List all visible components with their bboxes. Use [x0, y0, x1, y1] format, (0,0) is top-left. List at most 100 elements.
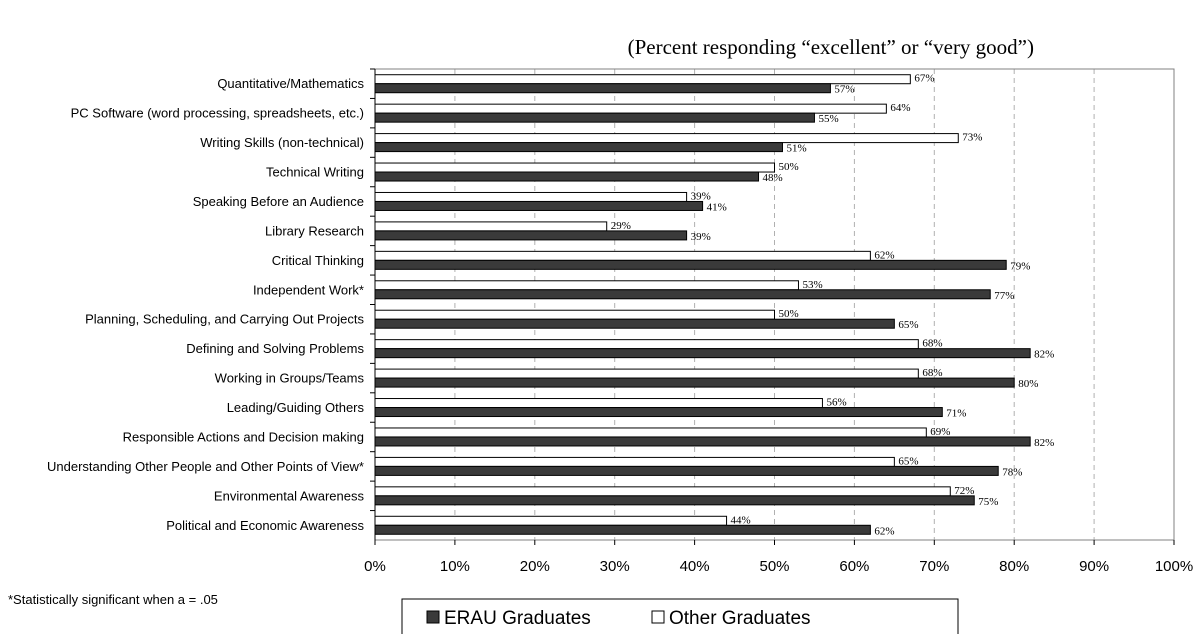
bar-other-graduates	[374, 191, 688, 202]
x-tick-label: 80%	[999, 558, 1029, 575]
data-label-erau: 80%	[1018, 378, 1038, 390]
bar-erau-graduates	[374, 289, 991, 300]
data-label-other: 56%	[826, 397, 846, 409]
data-label-other: 65%	[898, 455, 918, 467]
category-label: Working in Groups/Teams	[215, 371, 365, 386]
data-label-erau: 41%	[707, 201, 727, 213]
bar-erau-graduates	[374, 495, 975, 506]
bar-erau-graduates	[374, 112, 815, 123]
category-label: Defining and Solving Problems	[186, 341, 364, 356]
data-label-other: 69%	[930, 426, 950, 438]
data-label-erau: 71%	[946, 408, 966, 420]
category-label: Political and Economic Awareness	[166, 518, 364, 533]
data-label-erau: 77%	[994, 290, 1014, 302]
data-label-erau: 55%	[818, 113, 838, 125]
legend: ERAU Graduates Other Graduates	[401, 598, 959, 634]
bar-other-graduates	[374, 427, 927, 438]
bar-other-graduates	[374, 368, 919, 379]
bar-erau-graduates	[374, 171, 760, 182]
bar-other-graduates	[374, 398, 823, 409]
category-label: Library Research	[265, 223, 364, 238]
data-label-erau: 82%	[1034, 437, 1054, 449]
bar-other-graduates	[374, 339, 919, 350]
bar-other-graduates	[374, 309, 775, 320]
data-label-erau: 78%	[1002, 466, 1022, 478]
bar-erau-graduates	[374, 200, 704, 211]
bar-erau-graduates	[374, 465, 999, 476]
bar-other-graduates	[374, 515, 728, 526]
data-label-erau: 82%	[1034, 349, 1054, 361]
data-label-other: 29%	[611, 220, 631, 232]
bar-other-graduates	[374, 162, 775, 173]
legend-label-erau: ERAU Graduates	[444, 608, 591, 629]
bar-erau-graduates	[374, 524, 871, 535]
x-tick-label: 10%	[440, 558, 470, 575]
data-label-erau: 79%	[1010, 260, 1030, 272]
bar-other-graduates	[374, 221, 608, 232]
bar-erau-graduates	[374, 436, 1031, 447]
footnote: *Statistically significant when a = .05	[8, 592, 218, 607]
bar-other-graduates	[374, 456, 895, 467]
x-tick-label: 70%	[919, 558, 949, 575]
bar-erau-graduates	[374, 83, 831, 94]
bar-other-graduates	[374, 280, 799, 291]
category-label: Speaking Before an Audience	[193, 194, 364, 209]
data-label-other: 72%	[954, 485, 974, 497]
bar-other-graduates	[374, 250, 871, 261]
bar-erau-graduates	[374, 230, 688, 241]
legend-box	[401, 598, 959, 634]
category-label: Writing Skills (non-technical)	[200, 135, 364, 150]
x-tick-label: 0%	[364, 558, 386, 575]
x-tick-label: 90%	[1079, 558, 1109, 575]
category-label: Independent Work*	[253, 282, 364, 297]
category-label: Environmental Awareness	[214, 488, 365, 503]
bar-erau-graduates	[374, 318, 895, 329]
data-label-other: 68%	[922, 338, 942, 350]
data-label-erau: 57%	[834, 84, 854, 96]
data-label-erau: 51%	[786, 143, 806, 155]
data-label-other: 73%	[962, 132, 982, 144]
data-label-other: 64%	[890, 102, 910, 114]
data-label-other: 50%	[779, 161, 799, 173]
category-label: Critical Thinking	[272, 253, 364, 268]
data-label-other: 53%	[802, 279, 822, 291]
x-tick-label: 50%	[759, 558, 789, 575]
bar-other-graduates	[374, 103, 887, 114]
plot-area: 0% 10% 20% 30% 40% 50% 60% 70% 80% 90% 100% Quantit…	[47, 68, 1193, 575]
legend-swatch-other	[651, 610, 665, 624]
category-label: Quantitative/Mathematics	[217, 76, 364, 91]
x-tick-label: 60%	[839, 558, 869, 575]
data-label-erau: 65%	[898, 319, 918, 331]
data-label-other: 68%	[922, 367, 942, 379]
category-label: PC Software (word processing, spreadshee…	[71, 106, 364, 121]
x-tick-label: 100%	[1155, 558, 1193, 575]
data-label-other: 44%	[731, 514, 751, 526]
data-label-other: 50%	[779, 308, 799, 320]
bar-erau-graduates	[374, 259, 1007, 270]
bar-other-graduates	[374, 74, 911, 85]
chart-subtitle: (Percent responding “excellent” or “very…	[628, 35, 1034, 59]
bar-erau-graduates	[374, 142, 783, 153]
category-label: Planning, Scheduling, and Carrying Out P…	[85, 312, 364, 327]
legend-swatch-erau	[426, 610, 440, 624]
category-label: Understanding Other People and Other Poi…	[47, 459, 364, 474]
x-tick-label: 30%	[600, 558, 630, 575]
data-label-other: 62%	[874, 249, 894, 261]
category-label: Leading/Guiding Others	[227, 400, 365, 415]
x-tick-label: 40%	[680, 558, 710, 575]
category-label: Responsible Actions and Decision making	[123, 429, 364, 444]
legend-label-other: Other Graduates	[669, 608, 811, 629]
data-label-other: 39%	[691, 190, 711, 202]
bar-erau-graduates	[374, 348, 1031, 359]
bar-erau-graduates	[374, 377, 1015, 388]
data-label-erau: 75%	[978, 496, 998, 508]
bar-other-graduates	[374, 486, 951, 497]
data-label-erau: 62%	[874, 525, 894, 537]
data-label-erau: 39%	[691, 231, 711, 243]
category-label: Technical Writing	[266, 165, 364, 180]
bar-erau-graduates	[374, 407, 943, 418]
data-label-other: 67%	[914, 73, 934, 85]
data-label-erau: 48%	[763, 172, 783, 184]
bar-other-graduates	[374, 133, 959, 144]
